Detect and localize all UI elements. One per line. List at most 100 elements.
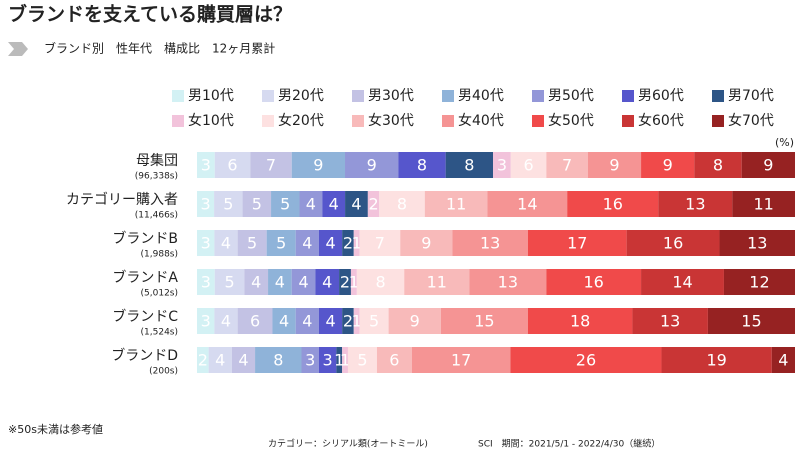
bar-segment (295, 308, 319, 334)
legend-swatch (262, 115, 274, 127)
bar-segment (301, 347, 319, 373)
bar-segment (641, 152, 695, 178)
value-label: 6 (227, 156, 237, 175)
footnote: ※50s未満は参考値 (8, 422, 103, 436)
value-label: 4 (325, 234, 335, 253)
value-label: 9 (421, 234, 431, 253)
legend-swatch (172, 90, 184, 102)
bar-segment (197, 191, 215, 217)
value-label: 7 (375, 234, 385, 253)
bar-segment (336, 347, 343, 373)
bar-segment (339, 269, 351, 295)
value-label: 4 (279, 312, 289, 331)
value-label: 3 (201, 273, 211, 292)
sample-size: (1,988s) (141, 250, 178, 260)
value-label: 8 (464, 156, 474, 175)
bar-segment (237, 230, 267, 256)
bar-segment (266, 230, 296, 256)
sample-size: (1,524s) (141, 328, 178, 338)
legend-label: 女40代 (458, 112, 504, 129)
legend-swatch (442, 115, 454, 127)
bar-segment (510, 347, 662, 373)
value-label: 13 (747, 234, 767, 253)
subtitle: ブランド別 性年代 構成比 12ヶ月累計 (44, 41, 275, 56)
value-label: 1 (334, 351, 344, 370)
value-label: 14 (517, 195, 537, 214)
legend-swatch (262, 90, 274, 102)
value-label: 6 (523, 156, 533, 175)
bar-segment (350, 269, 357, 295)
value-label: 4 (238, 351, 248, 370)
value-label: 5 (369, 312, 379, 331)
bar-segment (694, 152, 742, 178)
value-label: 4 (221, 234, 231, 253)
bar-segment (318, 347, 337, 373)
sample-size: (5,012s) (141, 289, 178, 299)
bar-segment (661, 347, 772, 373)
bar-segment (197, 152, 215, 178)
value-label: 2 (343, 312, 353, 331)
value-label: 4 (221, 312, 231, 331)
bar-segment (353, 230, 360, 256)
value-label: 2 (340, 273, 350, 292)
bar-segment (546, 269, 642, 295)
value-label: 4 (306, 195, 316, 214)
bar-segment (318, 308, 343, 334)
bar-segment (231, 347, 256, 373)
legend-label: 男30代 (368, 88, 414, 104)
bar-segment (424, 191, 488, 217)
bar-segment (214, 191, 243, 217)
bar-segment (291, 269, 316, 295)
category-label: ブランドC (112, 308, 178, 325)
value-label: 4 (302, 234, 312, 253)
value-label: 5 (223, 195, 233, 214)
value-label: 9 (663, 156, 673, 175)
bar-segment (242, 191, 272, 217)
value-label: 13 (685, 195, 705, 214)
value-label: 8 (397, 195, 407, 214)
sample-size: (96,338s) (135, 172, 178, 182)
bar-segment (197, 269, 215, 295)
legend-swatch (352, 115, 364, 127)
bar-segment (291, 152, 346, 178)
bar-segment (546, 152, 588, 178)
bar-segment (271, 191, 300, 217)
bar-segment (356, 269, 405, 295)
value-label: 3 (201, 312, 211, 331)
value-label: 4 (778, 351, 788, 370)
category-label: 母集団 (136, 152, 178, 169)
value-label: 16 (603, 195, 623, 214)
bar-segment (345, 152, 399, 178)
value-label: 17 (451, 351, 471, 370)
value-label: 7 (562, 156, 572, 175)
bar-segment (237, 308, 273, 334)
bar-segment (632, 308, 708, 334)
value-label: 11 (427, 273, 447, 292)
value-label: 11 (446, 195, 466, 214)
bar-segment (214, 308, 238, 334)
value-label: 3 (497, 156, 507, 175)
category-label: ブランドA (112, 269, 178, 286)
value-label: 4 (275, 273, 285, 292)
bar-segment (342, 308, 354, 334)
value-label: 2 (343, 234, 353, 253)
bar-segment (376, 347, 412, 373)
value-label: 5 (280, 195, 290, 214)
value-label: 1 (352, 234, 362, 253)
value-label: 13 (498, 273, 518, 292)
bar-segment (342, 347, 348, 373)
bar-segment (723, 269, 795, 295)
value-label: 9 (410, 312, 420, 331)
legend-label: 男10代 (188, 88, 234, 104)
value-label: 12 (749, 273, 769, 292)
legend-label: 男50代 (548, 88, 594, 104)
bar-segment (452, 230, 528, 256)
bar-segment (771, 347, 795, 373)
value-label: 7 (266, 156, 276, 175)
legend-label: 女20代 (278, 112, 324, 129)
legend-swatch (622, 115, 634, 127)
bar-segment (445, 152, 494, 178)
bar-segment (214, 152, 251, 178)
value-label: 8 (713, 156, 723, 175)
bar-segment (440, 308, 528, 334)
